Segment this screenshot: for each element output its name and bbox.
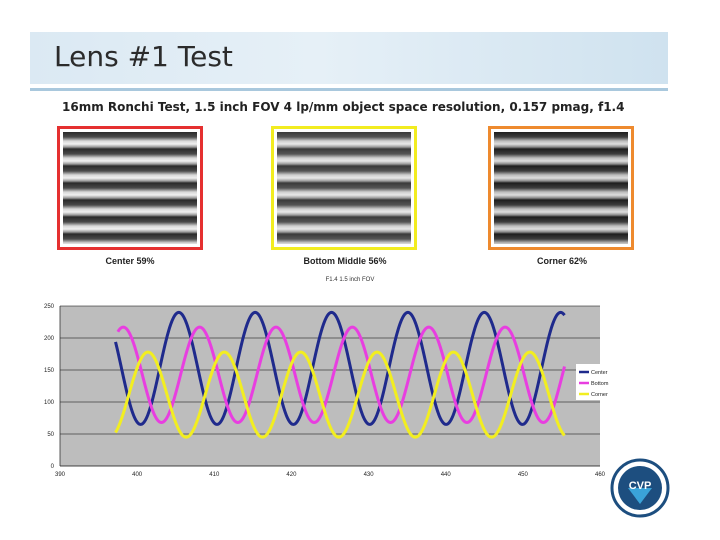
sample-image-bottom-middle	[271, 126, 417, 250]
ronchi-stripes-bottom-middle	[277, 132, 411, 244]
badge-text: CVP	[629, 480, 652, 492]
y-tick-label: 250	[44, 304, 55, 310]
x-tick-label: 440	[441, 472, 452, 478]
series-line-center	[114, 310, 566, 426]
cvp-logo-icon: CVP	[610, 458, 670, 518]
ronchi-stripes-corner	[494, 132, 628, 244]
title-underline	[30, 88, 668, 91]
y-tick-label: 200	[44, 336, 55, 342]
sample-label-corner: Corner 62%	[536, 256, 588, 266]
x-tick-label: 420	[286, 472, 297, 478]
legend-label-center: Center	[591, 370, 608, 376]
y-tick-label: 0	[51, 464, 55, 470]
ronchi-stripes-center	[63, 132, 197, 244]
series-line-corner	[114, 350, 566, 439]
x-tick-label: 450	[518, 472, 529, 478]
y-tick-label: 150	[44, 368, 55, 374]
series-line-bottom	[116, 325, 566, 424]
legend-label-corner: Corner	[591, 392, 608, 398]
mtf-line-chart: 0 50 100 150 200 250 390 400 410 420 430 440 450 460 C…	[44, 304, 609, 478]
x-tick-label: 430	[364, 472, 375, 478]
sample-image-corner	[488, 126, 634, 250]
cvp-badge: CVP	[610, 458, 670, 518]
x-tick-label: 460	[595, 472, 606, 478]
legend-label-bottom: Bottom	[591, 381, 609, 387]
chart-title: F1.4 1.5 inch FOV	[325, 277, 375, 283]
sample-label-bottom-middle: Bottom Middle 56%	[303, 256, 387, 266]
y-tick-label: 100	[44, 400, 55, 406]
title-band	[30, 32, 668, 84]
sample-label-center: Center 59%	[105, 256, 155, 266]
y-tick-label: 50	[47, 432, 54, 438]
x-tick-label: 410	[209, 472, 220, 478]
x-tick-label: 390	[55, 472, 66, 478]
slide-subtitle: 16mm Ronchi Test, 1.5 inch FOV 4 lp/mm o…	[62, 100, 625, 114]
sample-image-center	[57, 126, 203, 250]
slide-title: Lens #1 Test	[54, 40, 233, 73]
x-tick-label: 400	[132, 472, 143, 478]
